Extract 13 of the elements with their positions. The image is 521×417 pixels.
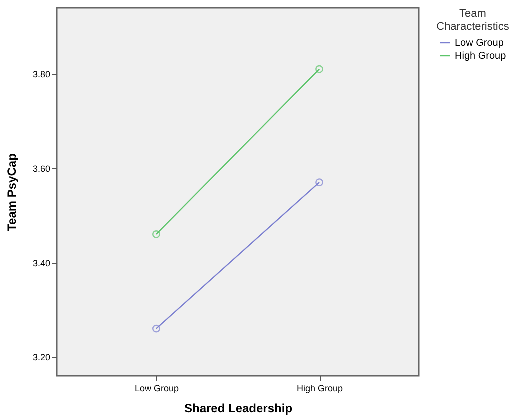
point bbox=[316, 178, 324, 187]
legend-title: Team Characteristics bbox=[436, 8, 510, 33]
y-tick-label: 3.80 bbox=[32, 70, 50, 80]
y-tick-label: 3.60 bbox=[32, 164, 50, 174]
y-tick-label: 3.20 bbox=[32, 352, 50, 363]
x-axis-title: Shared Leadership bbox=[184, 402, 293, 416]
legend-label: Low Group bbox=[455, 38, 504, 49]
point bbox=[152, 324, 160, 333]
y-tick-label: 3.40 bbox=[32, 258, 50, 268]
legend-label: High Group bbox=[455, 51, 507, 62]
point bbox=[316, 65, 324, 74]
y-axis-title: Team PsyCap bbox=[4, 154, 19, 232]
point bbox=[152, 230, 160, 238]
